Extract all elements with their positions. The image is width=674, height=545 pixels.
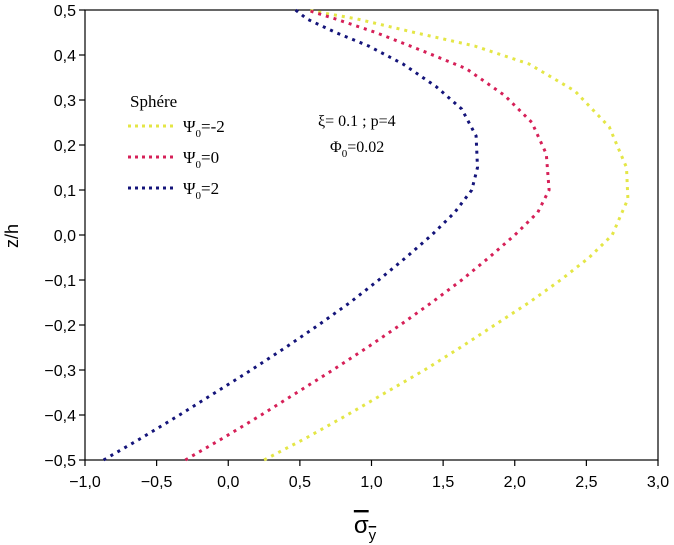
x-tick-label: 2,0 xyxy=(504,474,526,491)
y-tick-label: −0,2 xyxy=(44,318,76,335)
legend-title: Sphére xyxy=(130,92,177,111)
x-axis-label: σy xyxy=(354,512,377,544)
y-tick-label: 0,4 xyxy=(54,48,76,65)
series-layer xyxy=(102,8,630,462)
x-tick-label: 3,0 xyxy=(647,474,669,491)
x-tick-label: 1,5 xyxy=(432,474,454,491)
series-line-2 xyxy=(102,8,479,462)
y-tick-label: 0,3 xyxy=(54,93,76,110)
series-line-0 xyxy=(263,8,630,462)
parameter-annotation: ξ= 0.1 ; p=4 Φ0=0.02 xyxy=(318,113,396,160)
y-tick-label: 0,0 xyxy=(54,228,76,245)
y-tick-label: −0,5 xyxy=(44,453,76,470)
x-axis-ticks: −1,0 −0,5 0,0 0,5 1,0 1,5 2,0 2,5 3,0 xyxy=(69,460,669,491)
legend-label-series-0: Ψ0=-2 xyxy=(183,117,225,140)
series-line-1 xyxy=(184,8,551,462)
legend: Sphére Ψ0=-2 Ψ0=0 Ψ0=2 xyxy=(128,92,225,202)
annotation-line-2: Φ0=0.02 xyxy=(330,139,384,160)
y-tick-label: −0,4 xyxy=(44,408,76,425)
y-tick-label: 0,2 xyxy=(54,138,76,155)
x-tick-label: 0,0 xyxy=(217,474,239,491)
y-axis-label: z/h xyxy=(2,224,22,248)
annotation-line-1: ξ= 0.1 ; p=4 xyxy=(318,113,396,130)
y-tick-label: −0,3 xyxy=(44,363,76,380)
legend-label-series-2: Ψ0=2 xyxy=(183,179,219,202)
x-axis-label-sub: y xyxy=(369,527,377,544)
plot-frame xyxy=(84,9,659,461)
x-tick-label: 1,0 xyxy=(360,474,382,491)
x-tick-label: 2,5 xyxy=(575,474,597,491)
y-tick-label: 0,5 xyxy=(54,3,76,20)
y-tick-label: 0,1 xyxy=(54,183,76,200)
x-tick-label: −0,5 xyxy=(141,474,173,491)
x-tick-label: −1,0 xyxy=(69,474,101,491)
y-tick-label: −0,1 xyxy=(44,273,76,290)
x-tick-label: 0,5 xyxy=(289,474,311,491)
legend-label-series-1: Ψ0=0 xyxy=(183,148,219,171)
y-axis-ticks: −0,5 −0,4 −0,3 −0,2 −0,1 0,0 0,1 0,2 0,3 0,4 0,5 xyxy=(44,3,85,470)
